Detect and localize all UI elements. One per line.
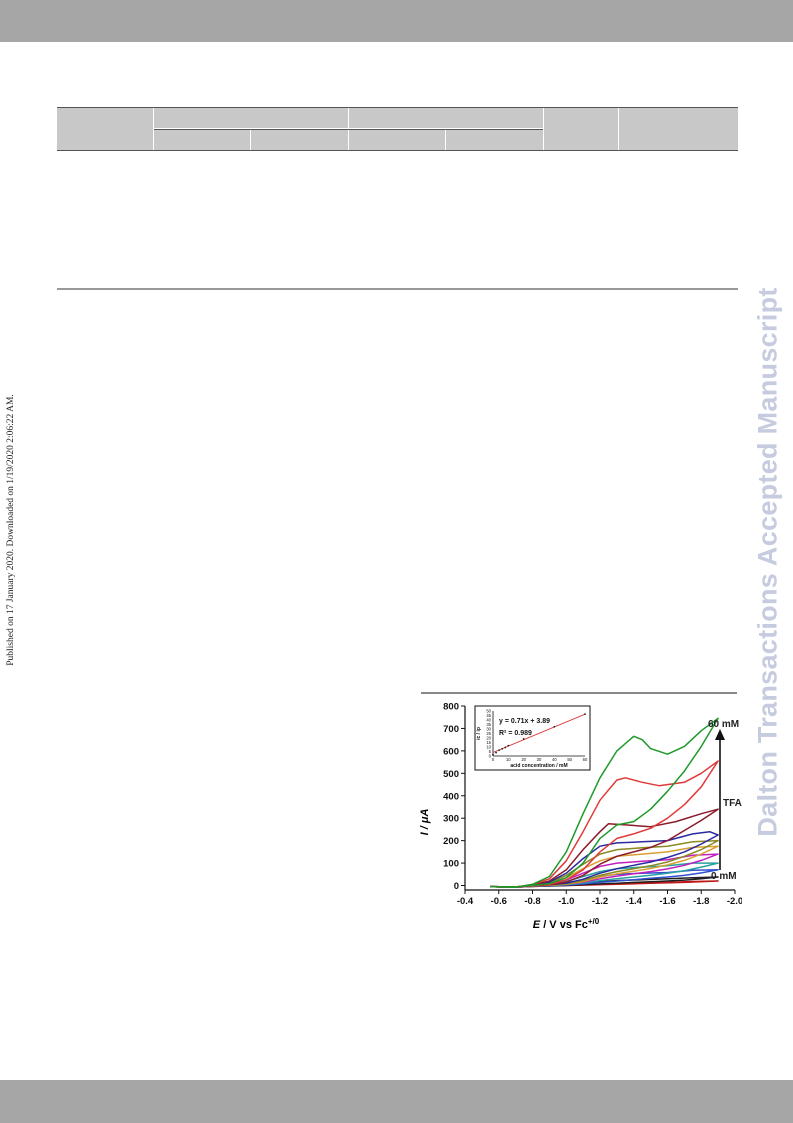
inset-x-label: acid concentration / mM (510, 763, 567, 769)
bottom-footer-band (0, 1080, 793, 1123)
table-subheader-cell (446, 130, 543, 150)
table-header-cell (544, 108, 618, 150)
inset-data-point (522, 738, 525, 740)
y-tick-label: 100 (443, 859, 459, 870)
y-tick-label: 600 (443, 746, 459, 757)
table-header-cell (349, 108, 543, 128)
inset-x-tick-label: 20 (521, 757, 526, 762)
inset-r-squared: R² = 0.989 (499, 730, 532, 737)
inset-data-point (492, 753, 494, 756)
inset-x-tick-label: 40 (552, 757, 557, 762)
inset-box (474, 705, 591, 771)
inset-y-tick-label: 25 (486, 731, 491, 736)
inset-y-tick-label: 0 (489, 754, 492, 759)
inset-data-point (504, 746, 507, 749)
cv-curve (490, 717, 719, 889)
inset-data-point (507, 744, 510, 747)
inset-data-point (495, 751, 497, 754)
inset-y-tick-label: 45 (486, 713, 491, 718)
table-header-cell (154, 108, 348, 128)
inset-data-point (584, 713, 586, 716)
y-tick-label: 0 (454, 881, 459, 892)
inset-x-tick-label: 10 (506, 757, 511, 762)
inset-y-tick-label: 50 (486, 709, 491, 714)
table-subheader-rule (154, 129, 543, 130)
x-tick-label: -1.6 (659, 896, 675, 907)
inset-data-point (501, 747, 504, 750)
x-tick-label: -2.0 (727, 896, 742, 907)
publication-note-text: Published on 17 January 2020. Downloaded… (6, 394, 16, 666)
table-bottom-rule (57, 288, 738, 290)
table-top-rule (57, 107, 738, 108)
table-subheader-cell (251, 130, 348, 150)
inset-y-tick-label: 40 (486, 718, 491, 723)
publication-note: Published on 17 January 2020. Downloaded… (4, 380, 18, 680)
table-header-cell (619, 108, 738, 150)
y-tick-label: 800 (443, 702, 459, 713)
label-0mm: 0 mM (711, 871, 737, 882)
inset-y-tick-label: 30 (486, 727, 491, 732)
figure-top-rule (421, 692, 737, 694)
inset-data-point (553, 725, 556, 728)
inset-y-label: ic / ip (476, 727, 482, 740)
inset-y-tick-label: 15 (486, 740, 491, 745)
cv-curve (490, 845, 719, 889)
x-tick-label: -0.4 (457, 896, 474, 907)
label-tfa: TFA (723, 798, 742, 809)
inset-y-tick-label: 10 (486, 745, 491, 750)
watermark-text: Dalton Transactions Accepted Manuscript (752, 287, 783, 837)
inset-x-tick-label: 60 (583, 757, 588, 762)
y-tick-label: 400 (443, 791, 459, 802)
inset-y-tick-label: 20 (486, 736, 491, 741)
inset-y-tick-label: 5 (489, 749, 492, 754)
y-tick-label: 200 (443, 836, 459, 847)
x-tick-label: -1.0 (558, 896, 574, 907)
accepted-manuscript-watermark: Dalton Transactions Accepted Manuscript (748, 240, 788, 885)
inset-data-point (498, 749, 501, 752)
inset-x-tick-label: 30 (537, 757, 542, 762)
inset-x-tick-label: 0 (492, 757, 495, 762)
y-tick-label: 300 (443, 814, 459, 825)
cv-curve (490, 853, 719, 889)
x-tick-label: -0.6 (491, 896, 507, 907)
x-tick-label: -1.2 (592, 896, 608, 907)
cv-curve (490, 808, 719, 889)
tfa-arrow-head (715, 729, 725, 740)
cv-curve (490, 760, 719, 889)
x-tick-label: -1.8 (693, 896, 709, 907)
table-header-cell (57, 108, 153, 150)
x-tick-label: -1.4 (626, 896, 643, 907)
top-header-band (0, 0, 793, 42)
y-axis-label: I / μA (419, 809, 431, 836)
label-60mm: 60 mM (708, 719, 739, 730)
x-tick-label: -0.8 (524, 896, 540, 907)
inset-y-tick-label: 35 (486, 722, 491, 727)
table-subheader-cell (349, 130, 445, 150)
inset-fit-equation: y = 0.71x + 3.89 (499, 718, 550, 725)
table-subheader-cell (154, 130, 250, 150)
inset-x-tick-label: 50 (567, 757, 572, 762)
table-header-rule (57, 150, 738, 151)
y-tick-label: 700 (443, 724, 459, 735)
y-tick-label: 500 (443, 769, 459, 780)
cv-curve (490, 830, 719, 889)
x-axis-label: E / V vs Fc+/0 (533, 917, 600, 931)
